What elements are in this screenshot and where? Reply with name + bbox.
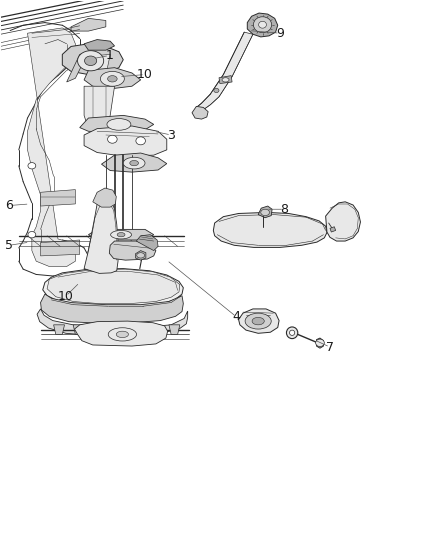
Polygon shape	[53, 325, 64, 334]
Ellipse shape	[85, 56, 97, 66]
Ellipse shape	[108, 76, 117, 82]
Polygon shape	[41, 294, 184, 323]
Polygon shape	[62, 44, 123, 75]
Text: 10: 10	[137, 68, 153, 81]
Ellipse shape	[111, 230, 131, 239]
Polygon shape	[93, 188, 116, 207]
Polygon shape	[80, 115, 154, 133]
Ellipse shape	[28, 163, 36, 169]
Text: 3: 3	[167, 128, 175, 141]
Ellipse shape	[108, 135, 117, 143]
Text: 5: 5	[5, 239, 13, 252]
Polygon shape	[84, 199, 118, 273]
Ellipse shape	[261, 209, 269, 216]
Polygon shape	[43, 269, 184, 306]
Ellipse shape	[253, 17, 272, 33]
Polygon shape	[239, 309, 279, 333]
Polygon shape	[93, 54, 110, 78]
Text: 7: 7	[326, 341, 334, 353]
Polygon shape	[67, 52, 88, 82]
Text: 1: 1	[106, 49, 113, 62]
Ellipse shape	[108, 328, 137, 341]
Text: 4: 4	[233, 310, 240, 324]
Ellipse shape	[286, 327, 298, 338]
Ellipse shape	[117, 232, 125, 237]
Polygon shape	[110, 241, 156, 260]
Ellipse shape	[222, 78, 229, 82]
Text: 6: 6	[5, 199, 13, 212]
Polygon shape	[37, 309, 187, 335]
Polygon shape	[192, 107, 208, 119]
Polygon shape	[88, 229, 154, 240]
Ellipse shape	[316, 339, 324, 346]
Ellipse shape	[123, 157, 145, 169]
Polygon shape	[47, 269, 180, 304]
Polygon shape	[247, 13, 278, 37]
Polygon shape	[135, 251, 146, 260]
Polygon shape	[169, 325, 180, 334]
Polygon shape	[84, 39, 115, 50]
Ellipse shape	[137, 253, 145, 258]
Ellipse shape	[116, 331, 128, 337]
Polygon shape	[136, 235, 158, 251]
Polygon shape	[219, 76, 232, 84]
Ellipse shape	[100, 71, 124, 86]
Polygon shape	[28, 28, 75, 266]
Polygon shape	[149, 325, 160, 334]
Ellipse shape	[107, 118, 131, 130]
Polygon shape	[74, 321, 168, 346]
Text: 8: 8	[280, 203, 288, 216]
Ellipse shape	[214, 88, 219, 93]
Polygon shape	[317, 338, 323, 348]
Polygon shape	[258, 206, 272, 217]
Polygon shape	[73, 325, 84, 334]
Polygon shape	[196, 32, 253, 109]
Ellipse shape	[290, 330, 295, 335]
Text: 10: 10	[58, 290, 74, 303]
Ellipse shape	[245, 313, 271, 329]
Ellipse shape	[252, 317, 264, 325]
Polygon shape	[41, 190, 75, 206]
Ellipse shape	[78, 51, 104, 71]
Ellipse shape	[258, 21, 266, 28]
Ellipse shape	[28, 231, 36, 238]
Polygon shape	[330, 227, 336, 232]
Polygon shape	[84, 68, 141, 88]
Polygon shape	[102, 153, 167, 172]
Ellipse shape	[130, 160, 138, 166]
Polygon shape	[213, 213, 327, 247]
Polygon shape	[84, 86, 115, 131]
Ellipse shape	[136, 137, 145, 145]
Polygon shape	[41, 240, 80, 256]
Polygon shape	[325, 202, 360, 241]
Polygon shape	[84, 126, 167, 156]
Polygon shape	[71, 18, 106, 31]
Text: 9: 9	[276, 27, 284, 39]
